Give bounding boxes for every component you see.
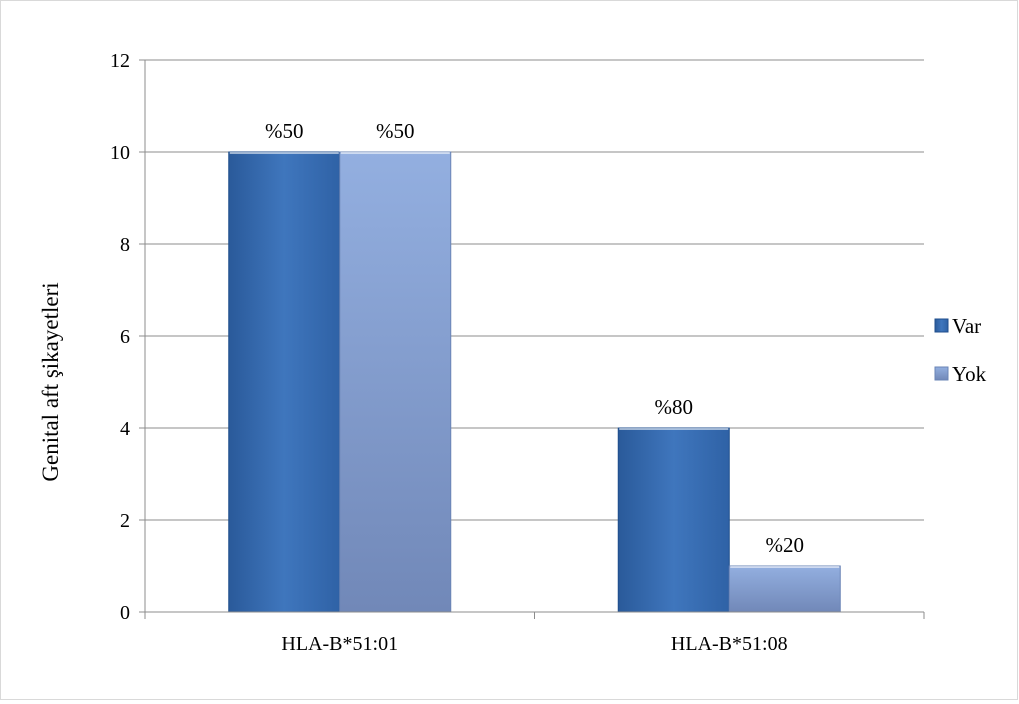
- x-tick-label: HLA-B*51:01: [281, 633, 398, 655]
- bar-yok-2: [728, 565, 841, 613]
- y-axis-title: Genital aft şikayetleri: [38, 282, 63, 481]
- labels: 0 2 4 6 8 10 12 %50 %50 HLA-B*51:01 %80 %20 HLA-B*51…: [110, 50, 804, 655]
- legend: Var Yok: [934, 314, 987, 386]
- y-tick-label: 10: [110, 142, 130, 164]
- bar-yok-1: [339, 151, 452, 613]
- y-tick-label: 0: [120, 602, 130, 624]
- bars: [228, 151, 841, 613]
- y-tick-label: 8: [120, 234, 130, 256]
- axes: [139, 59, 925, 619]
- y-tick-label: 6: [120, 326, 130, 348]
- y-tick-label: 4: [120, 418, 130, 440]
- bar-var-1: [228, 151, 341, 613]
- data-label: %20: [766, 533, 805, 557]
- legend-label-yok: Yok: [952, 362, 987, 386]
- data-label: %80: [655, 395, 694, 419]
- bar-var-2: [617, 427, 730, 613]
- y-tick-label: 12: [110, 50, 130, 72]
- data-label: %50: [376, 119, 415, 143]
- legend-label-var: Var: [952, 314, 981, 338]
- x-tick-label: HLA-B*51:08: [671, 633, 788, 655]
- legend-swatch-yok: [934, 366, 949, 381]
- y-tick-label: 2: [120, 510, 130, 532]
- data-label: %50: [265, 119, 304, 143]
- legend-swatch-var: [934, 318, 949, 333]
